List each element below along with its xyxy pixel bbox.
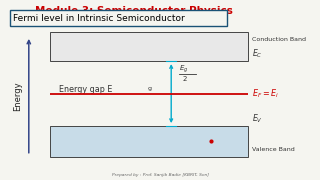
Text: 2: 2 [182,76,187,82]
Text: Energy gap E: Energy gap E [59,86,113,94]
Text: Energy: Energy [13,82,22,111]
Text: Valence Band: Valence Band [252,147,295,152]
Text: $E_V$: $E_V$ [252,113,263,125]
Text: g: g [147,86,151,91]
Text: $E_g$: $E_g$ [179,64,188,75]
Bar [50,32,248,61]
FancyBboxPatch shape [10,10,227,26]
Text: Fermi level in Intrinsic Semiconductor: Fermi level in Intrinsic Semiconductor [13,14,185,23]
Text: $E_F = E_i$: $E_F = E_i$ [252,87,279,100]
Text: Conduction Band: Conduction Band [252,37,306,42]
Bar [50,126,248,157]
Text: Prepared by : Prof. Sanjib Badie [KBRIT, Son]: Prepared by : Prof. Sanjib Badie [KBRIT,… [111,173,209,177]
Text: $E_C$: $E_C$ [252,48,262,60]
Text: Module 3: Semiconductor Physics: Module 3: Semiconductor Physics [36,6,233,16]
